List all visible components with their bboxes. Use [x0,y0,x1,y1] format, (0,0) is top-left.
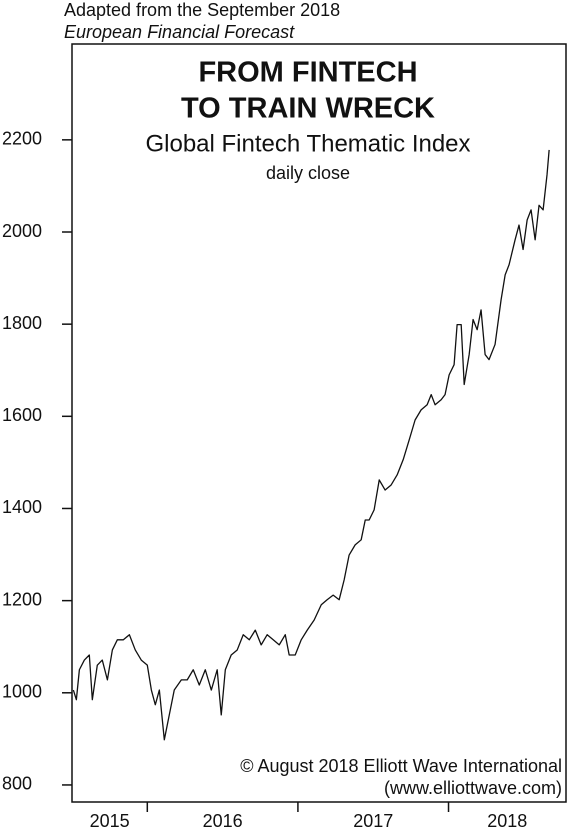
chart-subtitle: Global Fintech Thematic Index [145,130,470,157]
chart-subtitle: daily close [266,163,350,183]
y-tick-label: 2200 [2,129,42,149]
x-tick-label: 2015 [90,811,130,830]
y-tick-label: 1400 [2,497,42,517]
y-tick-label: 2000 [2,221,42,241]
x-tick-label: 2016 [203,811,243,830]
x-tick-label: 2018 [487,811,527,830]
y-tick-label: 1000 [2,682,42,702]
credit: © August 2018 Elliott Wave International [240,756,562,776]
credit: (www.elliottwave.com) [384,778,562,798]
source-line: Adapted from the September 2018 [64,0,340,20]
y-tick-label: 1200 [2,589,42,609]
chart-title: TO TRAIN WRECK [181,93,435,125]
y-tick-label: 800 [2,774,32,794]
x-tick-label: 2017 [353,811,393,830]
source-line: European Financial Forecast [64,22,295,42]
y-tick-label: 1800 [2,313,42,333]
chart-title: FROM FINTECH [198,57,417,89]
plot-frame [71,43,567,803]
y-tick-label: 1600 [2,405,42,425]
data-line [72,149,550,741]
